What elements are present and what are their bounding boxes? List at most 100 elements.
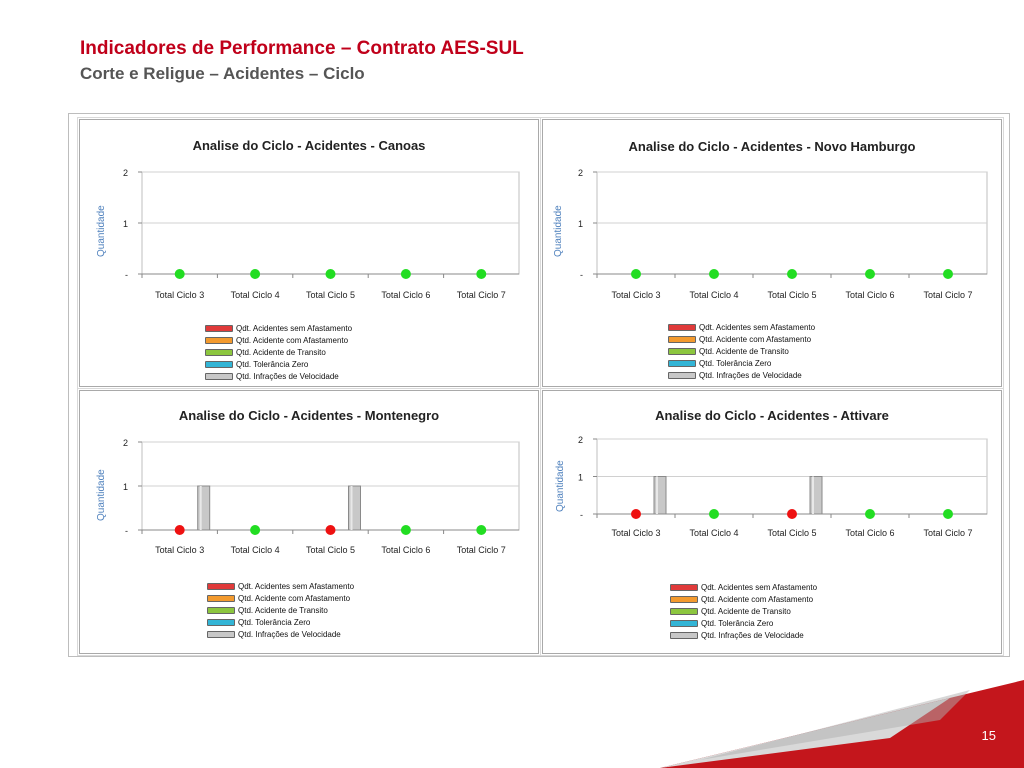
legend-item: Qtd. Acidente com Afastamento xyxy=(670,593,817,605)
y-tick-label: 2 xyxy=(578,168,583,178)
chart-legend: Qdt. Acidentes sem Afastamento Qtd. Acide… xyxy=(207,580,354,640)
legend-label: Qtd. Acidente com Afastamento xyxy=(238,593,351,603)
chart-legend: Qdt. Acidentes sem Afastamento Qtd. Acide… xyxy=(668,321,815,381)
legend-label: Qtd. Acidente com Afastamento xyxy=(701,594,814,604)
legend-item: Qtd. Infrações de Velocidade xyxy=(205,370,352,382)
legend-swatch xyxy=(205,360,233,368)
legend-swatch xyxy=(207,618,235,626)
chart-title: Analise do Ciclo - Acidentes - Canoas xyxy=(192,138,426,153)
chart-plot: 2 1 - Total Ciclo 3 Total Ciclo 4 Total Ciclo… xyxy=(123,168,520,300)
page-subtitle: Corte e Religue – Acidentes – Ciclo xyxy=(80,64,365,83)
legend-item: Qtd. Acidente de Transito xyxy=(670,605,817,617)
x-tick-label: Total Ciclo 4 xyxy=(231,545,280,555)
data-point-marker xyxy=(631,269,641,279)
legend-swatch xyxy=(205,372,233,380)
legend-label: Qtd. Tolerância Zero xyxy=(701,618,774,628)
legend-item: Qtd. Acidente com Afastamento xyxy=(207,592,354,604)
data-point-marker xyxy=(943,509,953,519)
data-point-marker xyxy=(631,509,641,519)
chart-title: Analise do Ciclo - Acidentes - Novo Hamb… xyxy=(628,139,916,154)
chart-panel-attivare: Analise do Ciclo - Acidentes - Attivare … xyxy=(540,388,1004,656)
legend-label: Qtd. Acidente de Transito xyxy=(701,606,791,616)
legend-swatch xyxy=(205,324,233,332)
legend-label: Qtd. Tolerância Zero xyxy=(699,358,772,368)
x-tick-label: Total Ciclo 4 xyxy=(689,528,738,538)
legend-swatch xyxy=(670,583,698,591)
legend-swatch xyxy=(670,631,698,639)
legend-swatch xyxy=(670,619,698,627)
legend-label: Qtd. Infrações de Velocidade xyxy=(238,629,341,639)
chart-plot: 2 1 - Total Ciclo 3 Total Ciclo 4 Total Ciclo… xyxy=(578,435,988,538)
legend-item: Qtd. Acidente com Afastamento xyxy=(205,334,352,346)
x-tick-label: Total Ciclo 3 xyxy=(611,528,660,538)
x-tick-label: Total Ciclo 6 xyxy=(845,528,894,538)
legend-swatch xyxy=(668,335,696,343)
x-tick-label: Total Ciclo 6 xyxy=(845,290,894,300)
y-tick-label: - xyxy=(125,270,128,280)
y-tick-label: - xyxy=(125,526,128,536)
y-tick-label: 1 xyxy=(123,482,128,492)
y-tick-label: - xyxy=(580,270,583,280)
bar-infracoes-velocidade xyxy=(348,485,361,531)
legend-swatch xyxy=(207,582,235,590)
y-tick-label: 2 xyxy=(578,435,583,445)
legend-swatch xyxy=(668,323,696,331)
legend-item: Qtd. Infrações de Velocidade xyxy=(668,369,815,381)
x-tick-label: Total Ciclo 7 xyxy=(923,290,972,300)
x-tick-label: Total Ciclo 5 xyxy=(306,290,355,300)
legend-item: Qtd. Tolerância Zero xyxy=(207,616,354,628)
data-point-marker xyxy=(400,269,411,279)
legend-item: Qdt. Acidentes sem Afastamento xyxy=(205,322,352,334)
data-point-marker xyxy=(709,269,719,279)
y-tick-label: 1 xyxy=(578,473,583,483)
x-tick-label: Total Ciclo 3 xyxy=(155,290,204,300)
corner-decoration xyxy=(660,680,1024,768)
legend-swatch xyxy=(207,594,235,602)
chart-panel-montenegro: Analise do Ciclo - Acidentes - Montenegr… xyxy=(77,388,541,656)
legend-item: Qtd. Infrações de Velocidade xyxy=(207,628,354,640)
data-point-marker xyxy=(476,269,487,279)
data-point-marker xyxy=(250,269,261,279)
legend-item: Qtd. Acidente de Transito xyxy=(207,604,354,616)
x-tick-label: Total Ciclo 4 xyxy=(231,290,280,300)
data-point-marker xyxy=(865,509,875,519)
chart-panel-canoas: Analise do Ciclo - Acidentes - Canoas Qu… xyxy=(77,117,541,389)
legend-item: Qtd. Tolerância Zero xyxy=(670,617,817,629)
page-number: 15 xyxy=(981,728,996,743)
legend-label: Qtd. Acidente com Afastamento xyxy=(699,334,812,344)
y-tick-label: - xyxy=(580,510,583,520)
x-tick-label: Total Ciclo 5 xyxy=(306,545,355,555)
legend-swatch xyxy=(207,630,235,638)
chart-legend: Qdt. Acidentes sem Afastamento Qtd. Acide… xyxy=(670,581,817,641)
legend-item: Qtd. Acidente com Afastamento xyxy=(668,333,815,345)
legend-label: Qdt. Acidentes sem Afastamento xyxy=(236,323,353,333)
legend-label: Qtd. Acidente de Transito xyxy=(699,346,789,356)
legend-label: Qtd. Infrações de Velocidade xyxy=(236,371,339,381)
bar-infracoes-velocidade xyxy=(197,485,211,531)
legend-swatch xyxy=(207,606,235,614)
legend-swatch xyxy=(205,336,233,344)
x-tick-label: Total Ciclo 7 xyxy=(923,528,972,538)
chart-title: Analise do Ciclo - Acidentes - Attivare xyxy=(655,408,889,423)
legend-swatch xyxy=(668,347,696,355)
x-tick-label: Total Ciclo 7 xyxy=(457,545,506,555)
data-point-marker xyxy=(174,525,185,535)
chart-legend: Qdt. Acidentes sem Afastamento Qtd. Acide… xyxy=(205,322,352,382)
chart-plot: 2 1 - Total Ciclo 3 Total Ciclo 4 Total Ciclo… xyxy=(578,168,988,300)
page-title: Indicadores de Performance – Contrato AE… xyxy=(80,38,524,59)
x-tick-label: Total Ciclo 6 xyxy=(381,545,430,555)
legend-label: Qdt. Acidentes sem Afastamento xyxy=(699,322,816,332)
data-point-marker xyxy=(787,269,797,279)
data-point-marker xyxy=(400,525,411,535)
legend-label: Qtd. Tolerância Zero xyxy=(238,617,311,627)
y-tick-label: 1 xyxy=(578,219,583,229)
x-tick-label: Total Ciclo 3 xyxy=(155,545,204,555)
y-tick-label: 2 xyxy=(123,168,128,178)
data-point-marker xyxy=(709,509,719,519)
y-tick-label: 2 xyxy=(123,438,128,448)
data-point-marker xyxy=(865,269,875,279)
legend-label: Qtd. Infrações de Velocidade xyxy=(699,370,802,380)
chart-plot: 2 1 - Total Ciclo 3 Total Ciclo 4 Total Ciclo… xyxy=(123,438,520,555)
data-point-marker xyxy=(325,525,336,535)
legend-item: Qdt. Acidentes sem Afastamento xyxy=(670,581,817,593)
